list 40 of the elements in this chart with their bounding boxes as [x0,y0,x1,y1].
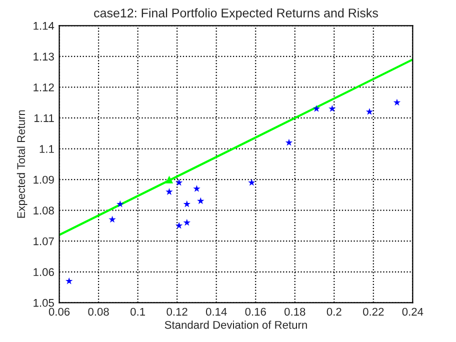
x-tick-label: 0.1 [130,308,145,316]
x-tick-label: 0.06 [48,308,70,316]
x-tick-label: 0.24 [402,308,424,316]
y-tick-label: 1.13 [34,52,54,61]
point [65,277,73,284]
y-tick-label: 1.06 [34,268,54,276]
point [285,138,293,146]
point [116,200,124,208]
point [175,178,183,186]
x-tick-label: 0.22 [363,308,384,316]
y-tick-label: 1.14 [34,22,54,30]
x-tick-label: 0.16 [245,308,266,316]
y-tick-label: 1.08 [34,206,54,214]
point [183,218,191,226]
x-tick-label: 0.14 [206,308,227,316]
point [366,108,374,115]
y-tick-label: 1.09 [34,176,54,184]
x-tick-label: 0.12 [166,308,188,316]
point [183,200,191,208]
x-tick-label: 0.2 [326,308,342,316]
x-axis-title: Standard Deviation of Return [164,320,307,329]
x-tick-label: 0.18 [284,308,306,316]
point [165,176,174,184]
y-axis-title: Expected Total Return [16,110,28,218]
point [248,178,256,186]
point [393,98,401,106]
x-tick-label: 0.08 [88,308,109,316]
y-tick-label: 1.11 [34,114,54,122]
chart-title: case12: Final Portfolio Expected Returns and Risks [94,8,378,20]
y-tick-label: 1.05 [34,298,54,307]
y-tick-label: 1.07 [34,237,54,246]
y-tick-label: 1.1 [40,145,54,153]
point [166,188,173,195]
point [175,222,183,229]
point [193,184,200,192]
point [197,197,204,204]
y-tick-label: 1.12 [34,83,54,92]
point [312,104,320,112]
point [108,216,116,223]
point [328,104,336,112]
